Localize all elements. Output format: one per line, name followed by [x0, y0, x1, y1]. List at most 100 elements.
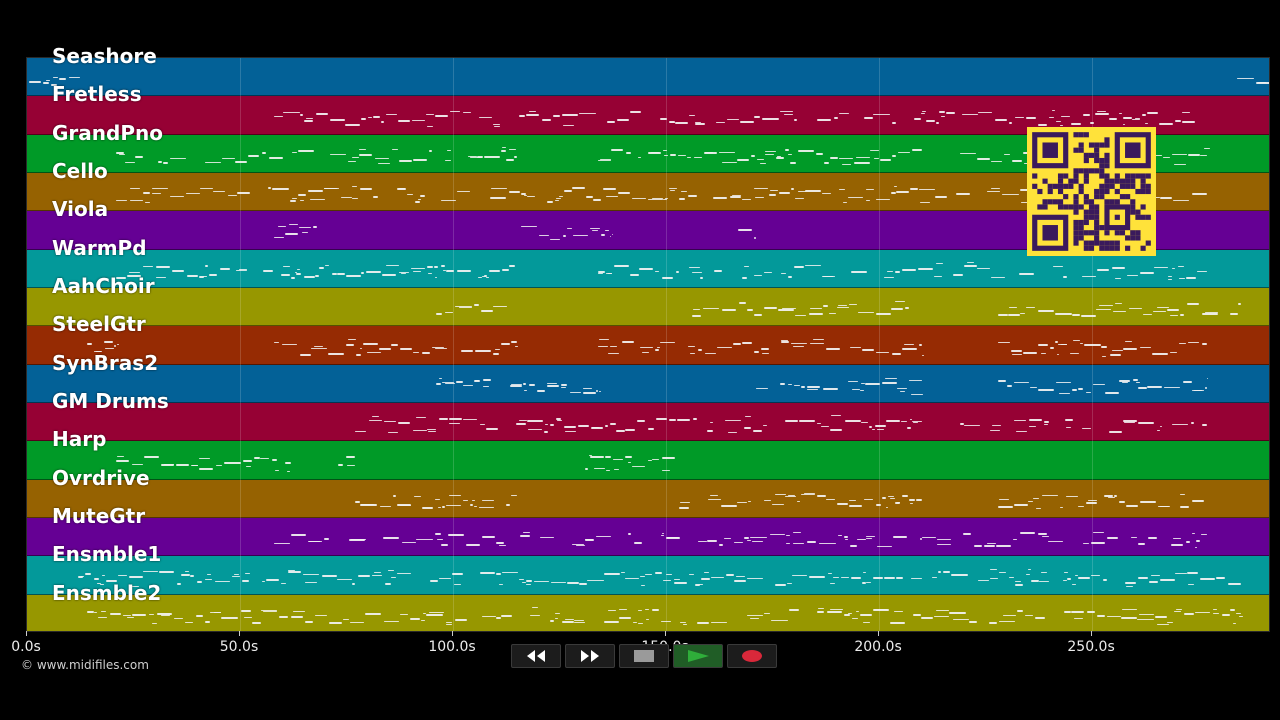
midi-note	[245, 465, 251, 467]
midi-note	[741, 277, 748, 280]
midi-note	[414, 495, 421, 497]
play-button[interactable]	[673, 644, 723, 668]
midi-note	[913, 118, 921, 121]
midi-note	[1212, 612, 1220, 614]
midi-note	[688, 345, 695, 347]
midi-note	[106, 580, 117, 583]
midi-note	[932, 576, 937, 578]
midi-note	[196, 581, 203, 584]
midi-note	[890, 497, 896, 499]
midi-note	[882, 496, 886, 499]
midi-note	[609, 346, 617, 348]
stop-button[interactable]	[619, 644, 669, 668]
midi-note	[130, 200, 143, 202]
midi-note	[798, 149, 815, 152]
midi-note	[128, 272, 140, 274]
midi-note	[277, 226, 287, 228]
midi-note	[885, 420, 900, 423]
midi-note	[489, 269, 500, 272]
midi-note	[754, 116, 761, 119]
midi-note	[346, 344, 355, 347]
midi-note	[1168, 279, 1172, 281]
midi-note	[868, 426, 873, 429]
midi-note	[463, 418, 478, 420]
midi-note	[715, 121, 726, 123]
midi-note	[874, 157, 880, 159]
midi-note	[822, 275, 834, 277]
midi-note	[1194, 546, 1197, 548]
midi-note	[629, 111, 641, 114]
midi-note	[1058, 393, 1070, 395]
midi-note	[308, 540, 321, 542]
midi-note	[511, 383, 522, 385]
midi-note	[169, 195, 184, 197]
midi-note	[313, 225, 317, 228]
midi-note	[912, 149, 922, 152]
midi-note	[365, 613, 382, 616]
track-lane	[27, 479, 1269, 518]
midi-note	[718, 544, 723, 547]
midi-note	[856, 157, 870, 159]
midi-note	[1074, 618, 1084, 620]
midi-note	[678, 197, 686, 200]
midi-note	[1122, 381, 1128, 383]
midi-note	[1009, 306, 1018, 308]
midi-note	[818, 543, 836, 545]
midi-note	[895, 190, 910, 193]
midi-note	[493, 123, 501, 125]
midi-note	[790, 343, 808, 345]
midi-note	[1150, 575, 1161, 577]
midi-note	[543, 430, 548, 433]
rewind-button[interactable]	[511, 644, 561, 668]
fast-forward-button[interactable]	[565, 644, 615, 668]
axis-tick	[878, 631, 880, 636]
midi-note	[239, 268, 248, 270]
record-button[interactable]	[727, 644, 777, 668]
midi-note	[593, 468, 606, 470]
midi-note	[919, 202, 930, 204]
midi-note	[481, 499, 495, 501]
midi-note	[516, 422, 527, 425]
midi-note	[1122, 124, 1126, 126]
midi-note	[422, 351, 430, 354]
midi-note	[382, 537, 399, 540]
midi-note	[1187, 342, 1199, 344]
midi-note	[909, 187, 918, 190]
midi-note	[751, 154, 755, 157]
midi-note	[884, 276, 894, 278]
midi-note	[163, 463, 174, 465]
axis-tick	[452, 631, 454, 636]
midi-note	[875, 504, 882, 507]
midi-note	[764, 306, 777, 309]
midi-note	[764, 272, 772, 274]
midi-note	[876, 545, 893, 547]
midi-note	[536, 389, 545, 392]
midi-note	[399, 504, 411, 506]
midi-note	[765, 154, 774, 156]
midi-note	[588, 455, 592, 457]
midi-note	[861, 382, 866, 384]
midi-note	[1028, 500, 1033, 502]
midi-note	[50, 83, 57, 86]
midi-note	[781, 339, 788, 341]
midi-note	[1221, 613, 1230, 616]
midi-note	[990, 430, 1001, 432]
midi-note	[848, 303, 857, 305]
midi-note	[691, 314, 702, 317]
midi-note	[327, 353, 344, 356]
midi-note	[1174, 119, 1181, 122]
midi-note	[473, 505, 477, 507]
midi-note	[429, 612, 444, 614]
midi-note	[540, 536, 554, 538]
midi-note	[360, 187, 373, 190]
midi-note	[988, 621, 998, 624]
midi-note	[675, 121, 689, 124]
midi-note	[984, 544, 995, 547]
midi-note	[795, 197, 804, 199]
midi-note	[287, 470, 291, 472]
midi-note	[46, 80, 50, 82]
midi-note	[702, 307, 720, 309]
midi-note	[1007, 314, 1020, 317]
midi-note	[380, 121, 384, 124]
midi-note	[513, 155, 517, 158]
